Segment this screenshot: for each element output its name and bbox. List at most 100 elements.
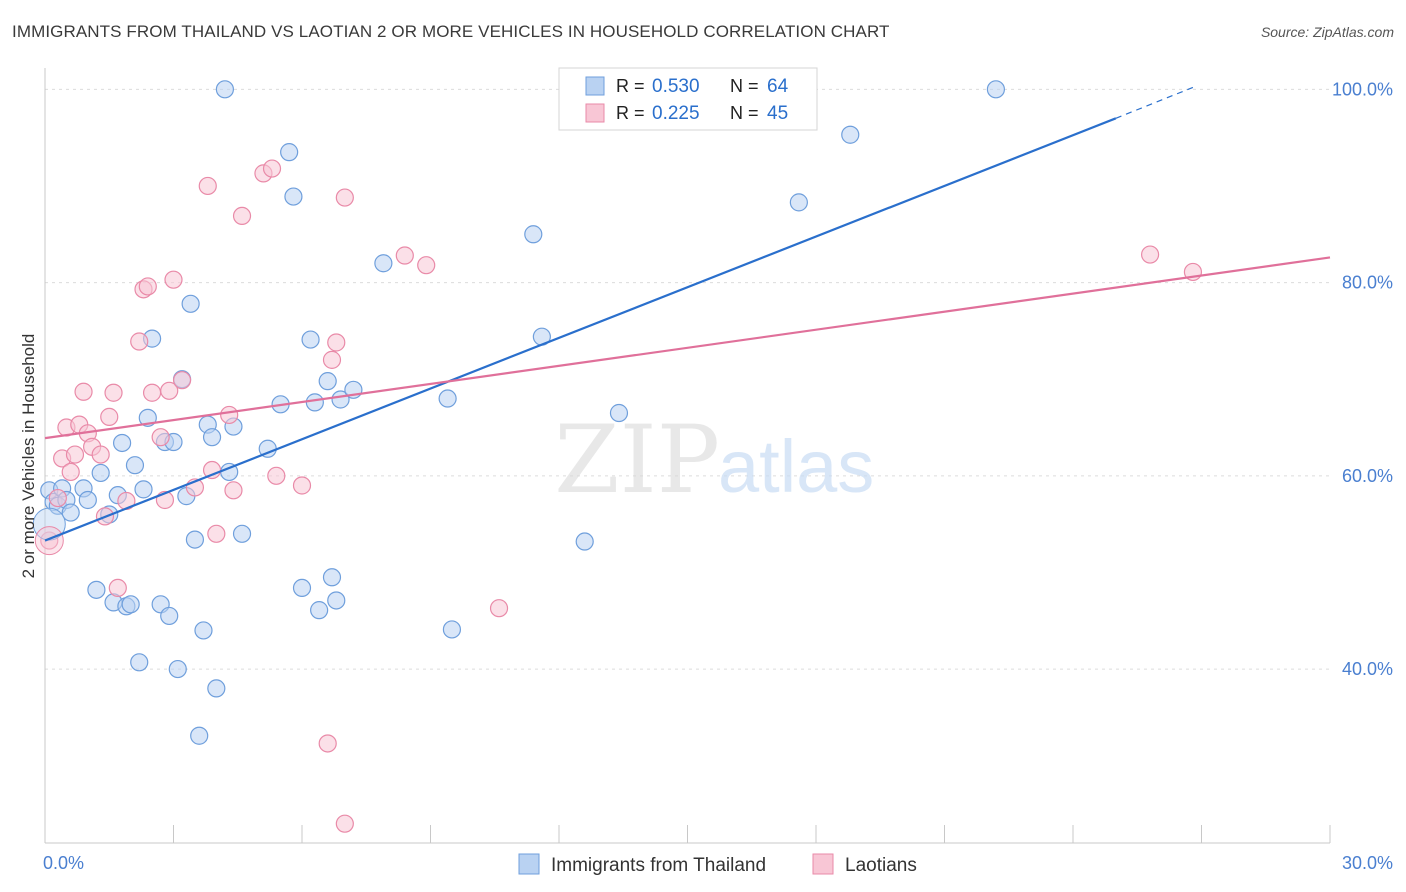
- laotian-point: [224, 481, 243, 500]
- series-legend: Immigrants from Thailand Laotians: [518, 853, 917, 876]
- laotian-point: [172, 371, 192, 390]
- laotian-point: [318, 734, 337, 753]
- thailand-point: [374, 254, 393, 273]
- r-value: 0.530: [652, 76, 700, 97]
- laotian-point: [417, 256, 436, 275]
- laotian-point: [164, 270, 183, 289]
- thailand-point: [327, 591, 346, 610]
- watermark-atlas: atlas: [718, 425, 874, 508]
- laotian-point: [142, 383, 162, 402]
- watermark-zip: ZIP: [554, 406, 720, 515]
- thailand-swatch: [585, 76, 605, 96]
- laotian-point: [138, 277, 157, 296]
- data-points: [32, 80, 1203, 833]
- thailand-point: [305, 393, 324, 412]
- laotian-point: [104, 383, 123, 402]
- laotian-point: [327, 333, 346, 352]
- laotian-point: [1140, 245, 1160, 264]
- thailand-point: [575, 532, 594, 551]
- thailand-trend-line: [44, 117, 1117, 542]
- x-tick-label: 30.0%: [1342, 853, 1393, 873]
- thailand-point: [160, 606, 179, 626]
- x-tick-label: 0.0%: [43, 853, 84, 873]
- laotian-point: [322, 350, 342, 369]
- thailand-point: [61, 503, 80, 522]
- laotian-point: [335, 188, 354, 207]
- laotian-point: [207, 524, 226, 543]
- thailand-point: [438, 389, 457, 408]
- laotian-trend-line: [44, 256, 1331, 440]
- legend-label-thailand: Immigrants from Thailand: [551, 855, 766, 876]
- watermark: ZIP atlas: [554, 406, 874, 515]
- laotian-point: [198, 176, 217, 196]
- laotian-point: [489, 599, 509, 618]
- thailand-point: [232, 524, 252, 543]
- legend-swatch-thailand: [518, 853, 540, 875]
- chart-source: Source: ZipAtlas.com: [1260, 24, 1394, 40]
- axes: 40.0% 60.0% 80.0% 100.0% 0.0% 30.0%: [43, 68, 1393, 873]
- thailand-point: [134, 480, 153, 499]
- thailand-point: [301, 330, 320, 349]
- thailand-point: [789, 193, 808, 212]
- thailand-point: [215, 80, 234, 99]
- laotian-point: [395, 246, 414, 265]
- laotian-point: [65, 445, 85, 464]
- laotian-point: [202, 460, 222, 480]
- y-tick-label: 100.0%: [1332, 79, 1393, 99]
- laotian-point: [61, 462, 80, 482]
- r-label: R =: [616, 103, 645, 123]
- thailand-point: [310, 601, 329, 620]
- thailand-point: [185, 530, 205, 549]
- laotian-point: [232, 206, 252, 226]
- thailand-point: [280, 143, 299, 162]
- r-value: 0.225: [652, 103, 700, 124]
- laotian-point: [160, 381, 179, 400]
- thailand-point: [442, 620, 462, 639]
- thailand-point: [207, 679, 226, 698]
- n-label: N =: [730, 103, 759, 123]
- thailand-point: [112, 433, 132, 453]
- laotian-point: [262, 159, 282, 178]
- laotian-swatch: [585, 103, 605, 123]
- laotian-point: [48, 488, 67, 508]
- thailand-point: [121, 595, 140, 614]
- thailand-point: [125, 456, 145, 475]
- y-axis-label: 2 or more Vehicles in Household: [19, 334, 38, 579]
- thailand-point: [322, 568, 342, 587]
- laotian-point: [91, 445, 110, 464]
- n-label: N =: [730, 76, 759, 96]
- trend-lines: [44, 86, 1331, 542]
- legend-label-laotians: Laotians: [845, 855, 917, 876]
- thailand-point: [190, 726, 209, 745]
- n-value: 64: [767, 76, 789, 97]
- thailand-point: [524, 225, 543, 244]
- thailand-point: [194, 621, 213, 640]
- thailand-point: [32, 507, 66, 541]
- grid: [45, 88, 1330, 670]
- laotian-point: [34, 526, 64, 556]
- thailand-point: [130, 653, 149, 672]
- thailand-point: [986, 80, 1006, 99]
- thailand-point: [292, 578, 312, 598]
- laotian-point: [335, 814, 354, 833]
- laotian-point: [267, 466, 286, 485]
- laotian-point: [100, 407, 119, 426]
- y-tick-label: 60.0%: [1342, 466, 1393, 486]
- y-tick-label: 80.0%: [1342, 273, 1393, 293]
- thailand-point: [168, 659, 187, 679]
- stats-legend: R = 0.530 N = 64 R = 0.225 N = 45: [558, 67, 818, 131]
- thailand-point: [318, 372, 337, 391]
- y-tick-label: 40.0%: [1342, 659, 1393, 679]
- laotian-point: [108, 578, 127, 598]
- laotian-point: [151, 428, 170, 447]
- legend-swatch-laotians: [812, 853, 834, 875]
- r-label: R =: [616, 76, 645, 96]
- laotian-point: [130, 332, 149, 351]
- thailand-point: [91, 463, 110, 483]
- thailand-point: [78, 490, 97, 510]
- thailand-point: [87, 580, 106, 599]
- chart-title: IMMIGRANTS FROM THAILAND VS LAOTIAN 2 OR…: [12, 22, 890, 41]
- thailand-trend-extension: [1115, 86, 1194, 119]
- thailand-point: [284, 187, 303, 206]
